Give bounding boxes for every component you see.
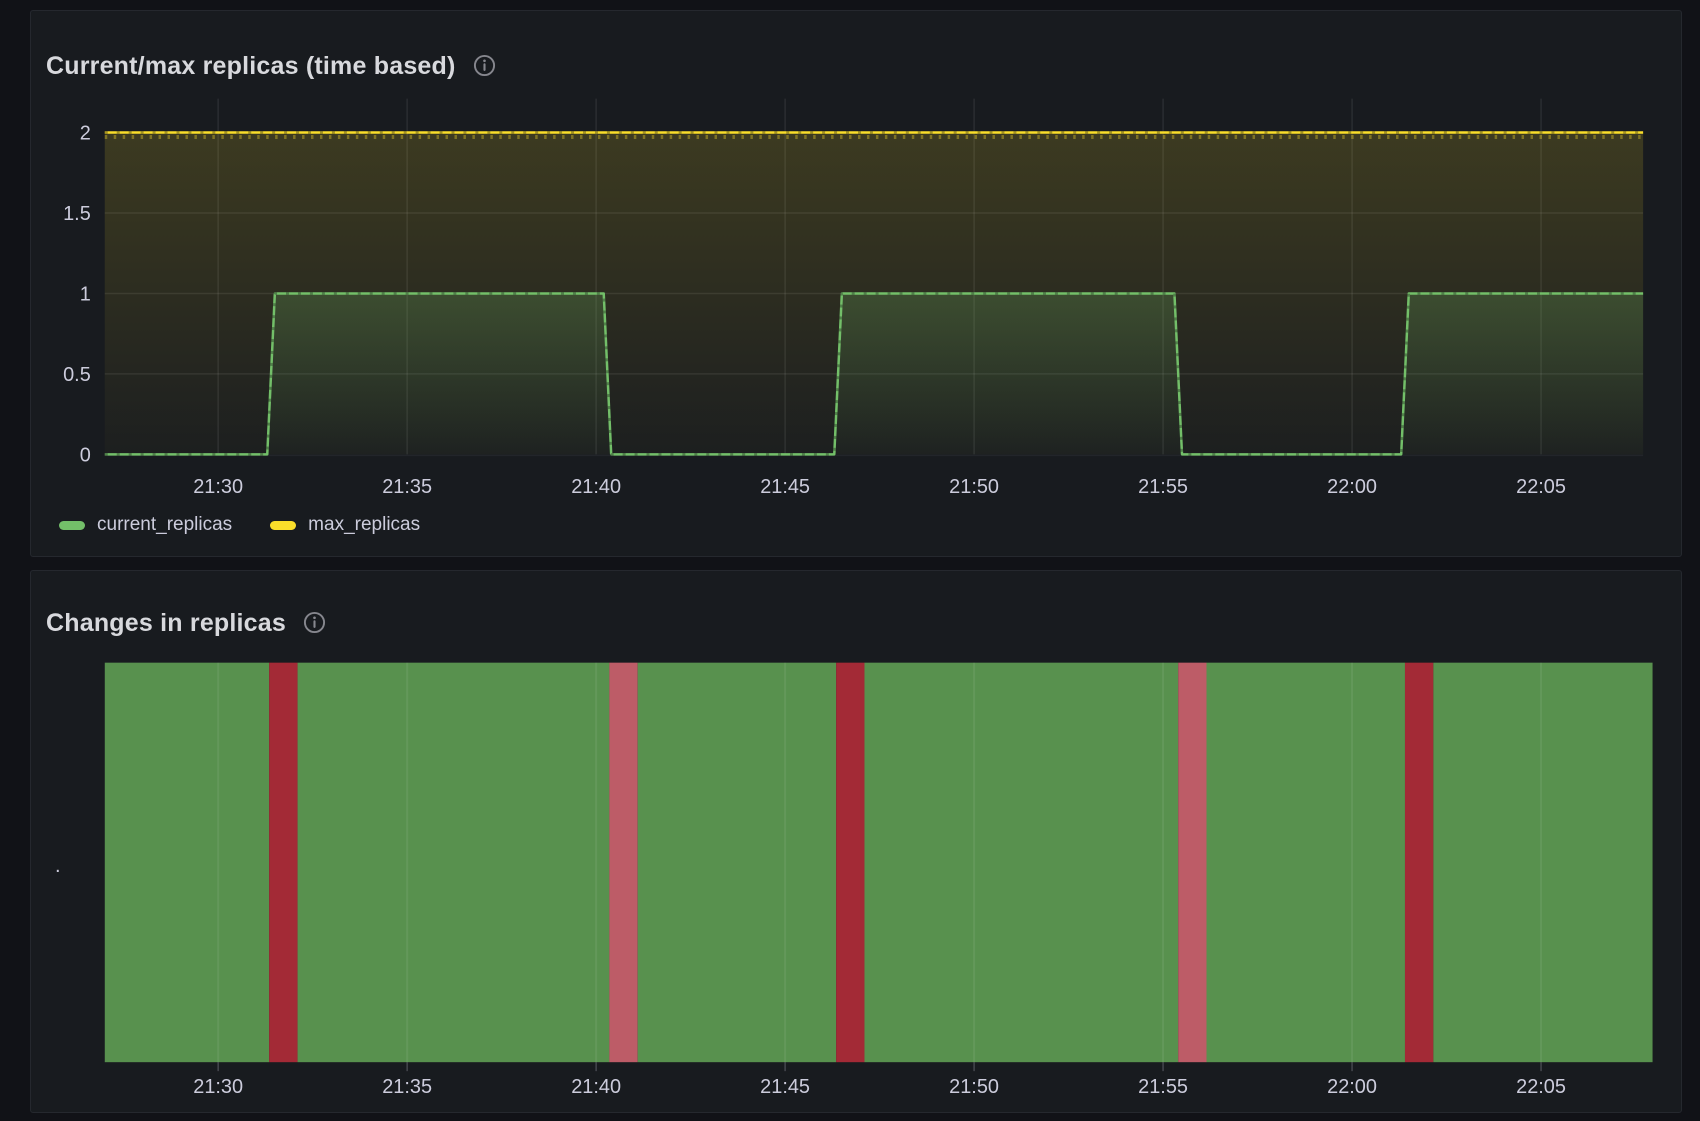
x-tick-label: 21:35 — [382, 476, 432, 498]
x-tick-label: 21:30 — [193, 476, 243, 498]
legend-swatch — [270, 520, 297, 530]
panel-changes-in-replicas: Changes in replicas . 21:30 21:35 21:40 21:… — [30, 570, 1682, 1113]
x-tick-label: 21:45 — [760, 1076, 810, 1098]
legend-item-max_replicas[interactable]: max_replicas — [270, 514, 420, 536]
legend-label: current_replicas — [97, 514, 233, 535]
x-tick-label: 21:30 — [193, 1076, 243, 1098]
y-tick-label: 0.5 — [63, 364, 91, 386]
panel-title[interactable]: Current/max replicas (time based) — [46, 51, 456, 80]
legend-label: max_replicas — [308, 514, 421, 535]
current_replicas-line — [104, 292, 1644, 456]
x-tick-label: 21:55 — [1138, 1076, 1188, 1098]
state-segment — [637, 662, 837, 1063]
x-tick-label: 21:45 — [760, 476, 810, 498]
state-segment — [104, 662, 270, 1063]
state-segment — [609, 662, 638, 1063]
x-tick-label: 22:00 — [1327, 476, 1377, 498]
panel-header: Current/max replicas (time based) — [46, 32, 496, 100]
state-segment — [864, 662, 1179, 1063]
replicas-plot-area[interactable]: 21:30 21:35 21:40 21:45 21:50 21:55 22:00 22:05… — [31, 11, 1681, 556]
state-segment — [297, 662, 610, 1063]
panel-header: Changes in replicas — [46, 589, 326, 657]
x-tick-label: 22:05 — [1516, 476, 1566, 498]
panel-current-max-replicas: Current/max replicas (time based) 21:30 2… — [30, 10, 1682, 557]
state-segment — [269, 662, 298, 1063]
info-icon[interactable] — [473, 54, 496, 77]
changes-plot-area[interactable]: 21:30 21:35 21:40 21:45 21:50 21:55 22:00 22:05 — [31, 571, 1681, 1112]
legend: current_replicas max_replicas — [59, 514, 420, 536]
x-tick-label: 21:50 — [949, 1076, 999, 1098]
x-tick-label: 21:35 — [382, 1076, 432, 1098]
x-tick-label: 21:40 — [571, 476, 621, 498]
y-tick-label: 0 — [80, 444, 91, 466]
x-tick-label: 21:55 — [1138, 476, 1188, 498]
state-segment — [1206, 662, 1405, 1063]
x-tick-label: 21:50 — [949, 476, 999, 498]
x-tick-label: 22:05 — [1516, 1076, 1566, 1098]
state-segment — [1404, 662, 1434, 1063]
info-icon[interactable] — [303, 611, 326, 634]
y-tick-label: 1.5 — [63, 203, 91, 225]
x-tick-label: 22:00 — [1327, 1076, 1377, 1098]
current_replicas-line-dash-texture — [104, 292, 1644, 456]
state-segment — [1178, 662, 1207, 1063]
x-tick-label: 21:40 — [571, 1076, 621, 1098]
legend-item-current_replicas[interactable]: current_replicas — [59, 514, 232, 536]
panel-title[interactable]: Changes in replicas — [46, 608, 286, 637]
y-tick-label: 1 — [80, 283, 91, 305]
timeline-row-label: . — [55, 855, 61, 877]
state-segment — [1433, 662, 1653, 1063]
y-tick-label: 2 — [80, 123, 91, 145]
state-segment — [836, 662, 865, 1063]
current_replicas-area-fill — [104, 293, 1644, 455]
legend-swatch — [59, 520, 85, 530]
